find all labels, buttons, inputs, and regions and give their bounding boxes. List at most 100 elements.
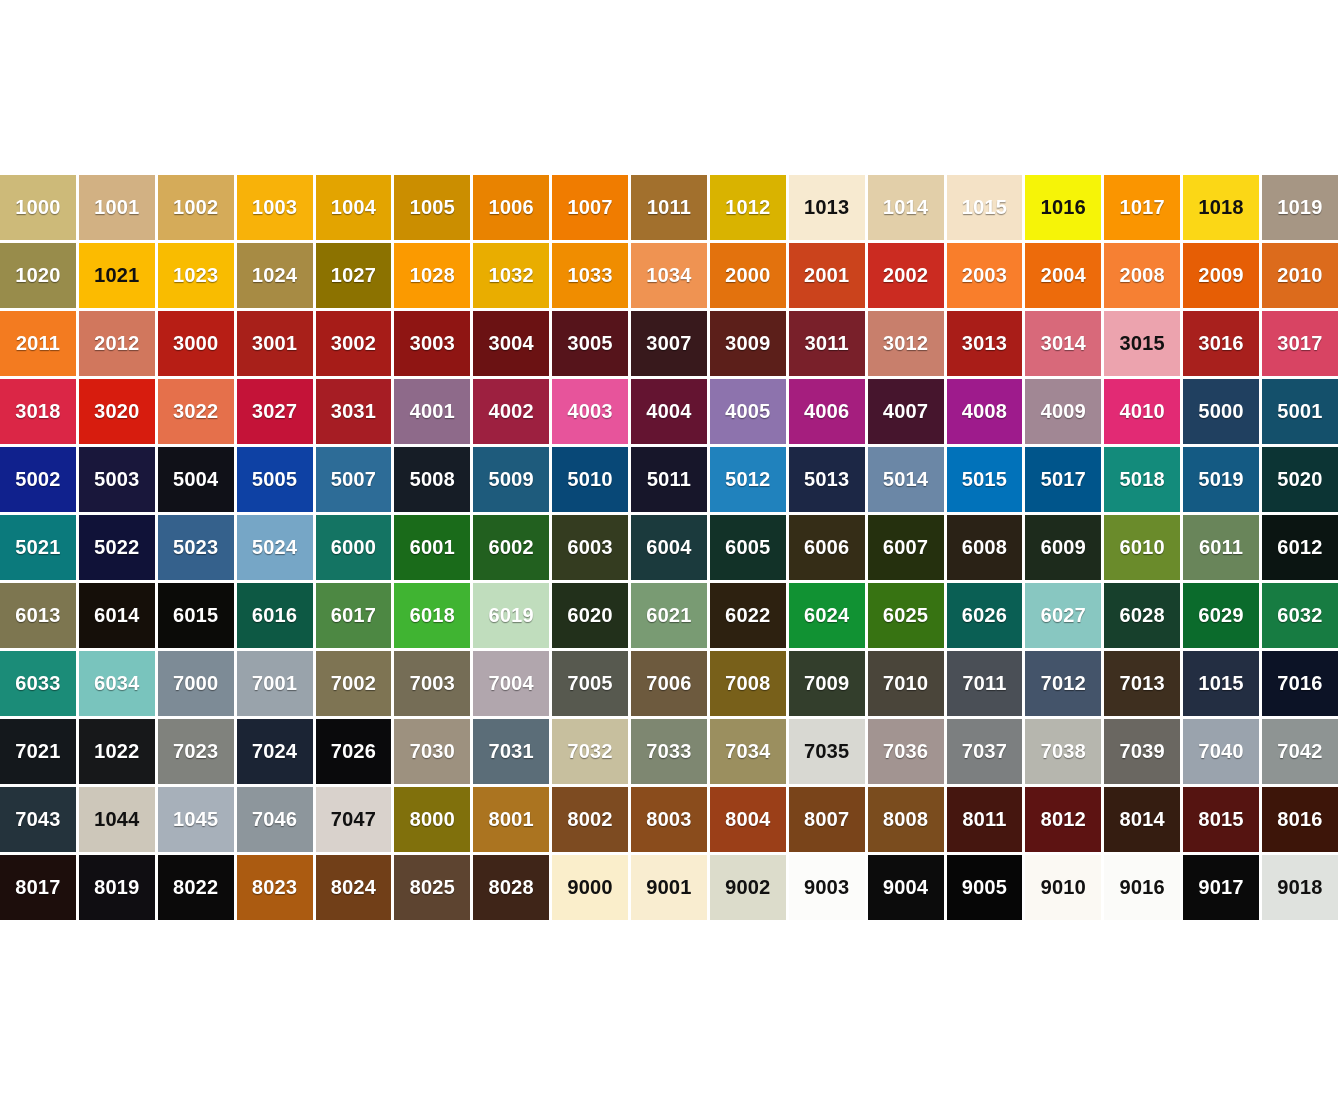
colour-swatch-3016[interactable]: 3016 [1183,311,1259,376]
colour-swatch-6010[interactable]: 6010 [1104,515,1181,580]
colour-swatch-5008[interactable]: 5008 [394,447,471,512]
colour-swatch-7012[interactable]: 7012 [1025,651,1102,716]
colour-swatch-4007[interactable]: 4007 [867,379,944,444]
colour-swatch-5000[interactable]: 5000 [1183,379,1259,444]
colour-swatch-1020[interactable]: 1020 [0,243,76,308]
colour-swatch-7024[interactable]: 7024 [236,719,313,784]
colour-swatch-4001[interactable]: 4001 [394,379,471,444]
colour-swatch-1021[interactable]: 1021 [78,243,155,308]
colour-swatch-1013[interactable]: 1013 [788,175,865,240]
colour-swatch-3015[interactable]: 3015 [1104,311,1181,376]
colour-swatch-9002[interactable]: 9002 [709,855,786,920]
colour-swatch-5007[interactable]: 5007 [315,447,392,512]
colour-swatch-7004[interactable]: 7004 [473,651,550,716]
colour-swatch-1033[interactable]: 1033 [552,243,628,308]
colour-swatch-7005[interactable]: 7005 [552,651,628,716]
colour-swatch-8023[interactable]: 8023 [236,855,313,920]
colour-swatch-7043[interactable]: 7043 [0,787,76,852]
colour-swatch-7032[interactable]: 7032 [552,719,628,784]
colour-swatch-1028[interactable]: 1028 [394,243,471,308]
colour-swatch-6026[interactable]: 6026 [946,583,1023,648]
colour-swatch-5023[interactable]: 5023 [157,515,234,580]
colour-swatch-9001[interactable]: 9001 [631,855,707,920]
colour-swatch-6007[interactable]: 6007 [867,515,944,580]
colour-swatch-3017[interactable]: 3017 [1262,311,1338,376]
colour-swatch-8003[interactable]: 8003 [631,787,707,852]
colour-swatch-3013[interactable]: 3013 [946,311,1023,376]
colour-swatch-9018[interactable]: 9018 [1262,855,1338,920]
colour-swatch-5011[interactable]: 5011 [631,447,707,512]
colour-swatch-9010[interactable]: 9010 [1025,855,1102,920]
colour-swatch-7047[interactable]: 7047 [315,787,392,852]
colour-swatch-6002[interactable]: 6002 [473,515,550,580]
colour-swatch-5014[interactable]: 5014 [867,447,944,512]
colour-swatch-7026[interactable]: 7026 [315,719,392,784]
colour-swatch-7038[interactable]: 7038 [1025,719,1102,784]
colour-swatch-6029[interactable]: 6029 [1183,583,1259,648]
colour-swatch-1027[interactable]: 1027 [315,243,392,308]
colour-swatch-5021[interactable]: 5021 [0,515,76,580]
colour-swatch-4002[interactable]: 4002 [473,379,550,444]
colour-swatch-8007[interactable]: 8007 [788,787,865,852]
colour-swatch-4010[interactable]: 4010 [1104,379,1181,444]
colour-swatch-7001[interactable]: 7001 [236,651,313,716]
colour-swatch-6019[interactable]: 6019 [473,583,550,648]
colour-swatch-9003[interactable]: 9003 [788,855,865,920]
colour-swatch-6016[interactable]: 6016 [236,583,313,648]
colour-swatch-1005[interactable]: 1005 [394,175,471,240]
colour-swatch-2010[interactable]: 2010 [1262,243,1338,308]
colour-swatch-8000[interactable]: 8000 [394,787,471,852]
colour-swatch-7002[interactable]: 7002 [315,651,392,716]
colour-swatch-6006[interactable]: 6006 [788,515,865,580]
colour-swatch-2003[interactable]: 2003 [946,243,1023,308]
colour-swatch-6033[interactable]: 6033 [0,651,76,716]
colour-swatch-4003[interactable]: 4003 [552,379,628,444]
colour-swatch-5018[interactable]: 5018 [1104,447,1181,512]
colour-swatch-9000[interactable]: 9000 [552,855,628,920]
colour-swatch-6034[interactable]: 6034 [78,651,155,716]
colour-swatch-6027[interactable]: 6027 [1025,583,1102,648]
colour-swatch-2008[interactable]: 2008 [1104,243,1181,308]
colour-swatch-9016[interactable]: 9016 [1104,855,1181,920]
colour-swatch-5022[interactable]: 5022 [78,515,155,580]
colour-swatch-5001[interactable]: 5001 [1262,379,1338,444]
colour-swatch-7016[interactable]: 7016 [1262,651,1338,716]
colour-swatch-8016[interactable]: 8016 [1262,787,1338,852]
colour-swatch-7003[interactable]: 7003 [394,651,471,716]
colour-swatch-6028[interactable]: 6028 [1104,583,1181,648]
colour-swatch-8008[interactable]: 8008 [867,787,944,852]
colour-swatch-3027[interactable]: 3027 [236,379,313,444]
colour-swatch-1032[interactable]: 1032 [473,243,550,308]
colour-swatch-5003[interactable]: 5003 [78,447,155,512]
colour-swatch-7033[interactable]: 7033 [631,719,707,784]
colour-swatch-1016[interactable]: 1016 [1025,175,1102,240]
colour-swatch-7035[interactable]: 7035 [788,719,865,784]
colour-swatch-7008[interactable]: 7008 [709,651,786,716]
colour-swatch-8028[interactable]: 8028 [473,855,550,920]
colour-swatch-6025[interactable]: 6025 [867,583,944,648]
colour-swatch-2012[interactable]: 2012 [78,311,155,376]
colour-swatch-6013[interactable]: 6013 [0,583,76,648]
colour-swatch-6012[interactable]: 6012 [1262,515,1338,580]
colour-swatch-7000[interactable]: 7000 [157,651,234,716]
colour-swatch-1004[interactable]: 1004 [315,175,392,240]
colour-swatch-5010[interactable]: 5010 [552,447,628,512]
colour-swatch-7009[interactable]: 7009 [788,651,865,716]
colour-swatch-1001[interactable]: 1001 [78,175,155,240]
colour-swatch-7042[interactable]: 7042 [1262,719,1338,784]
colour-swatch-5012[interactable]: 5012 [709,447,786,512]
colour-swatch-3018[interactable]: 3018 [0,379,76,444]
colour-swatch-1045[interactable]: 1045 [157,787,234,852]
colour-swatch-1012[interactable]: 1012 [709,175,786,240]
colour-swatch-4006[interactable]: 4006 [788,379,865,444]
colour-swatch-7021[interactable]: 7021 [0,719,76,784]
colour-swatch-3004[interactable]: 3004 [473,311,550,376]
colour-swatch-5005[interactable]: 5005 [236,447,313,512]
colour-swatch-3011[interactable]: 3011 [788,311,865,376]
colour-swatch-1015[interactable]: 1015 [946,175,1023,240]
colour-swatch-6024[interactable]: 6024 [788,583,865,648]
colour-swatch-6004[interactable]: 6004 [631,515,707,580]
colour-swatch-4008[interactable]: 4008 [946,379,1023,444]
colour-swatch-8024[interactable]: 8024 [315,855,392,920]
colour-swatch-7036[interactable]: 7036 [867,719,944,784]
